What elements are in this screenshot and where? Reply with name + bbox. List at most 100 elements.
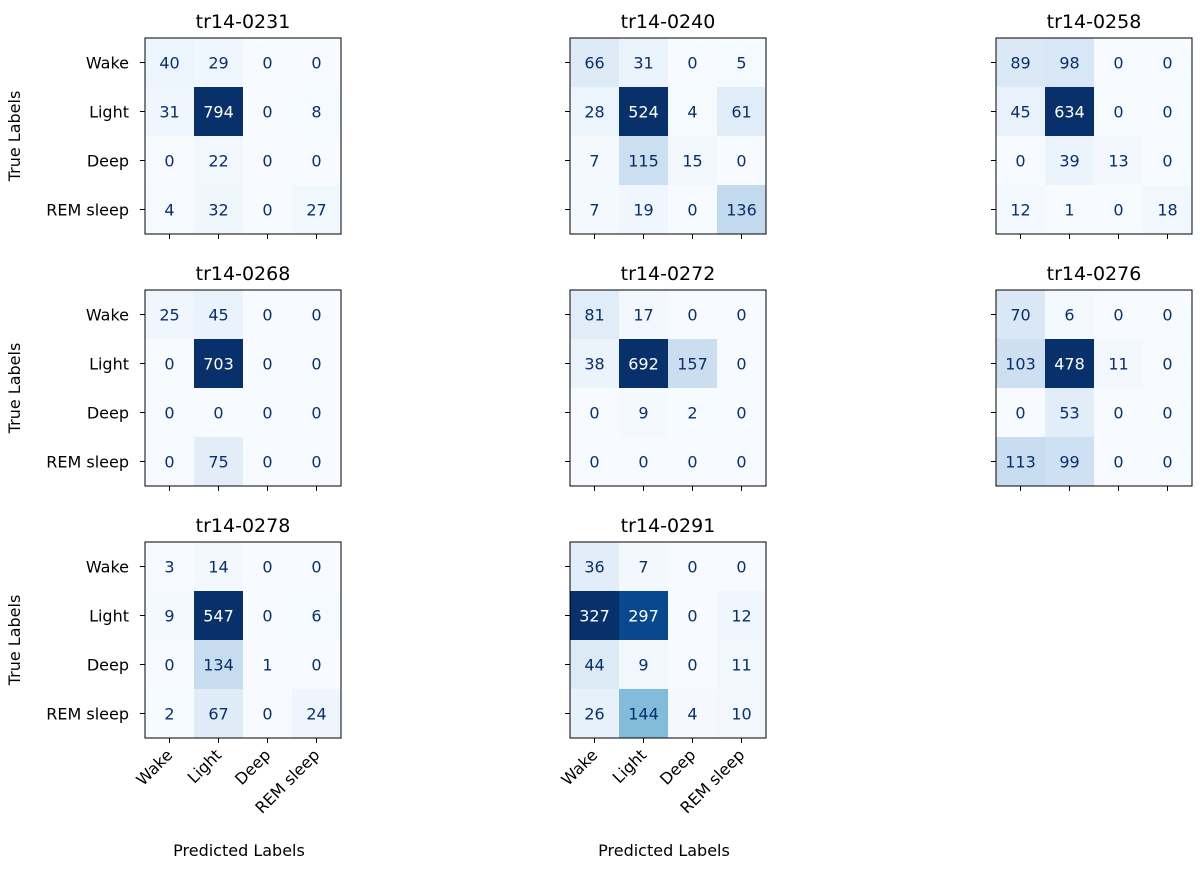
cell-value: 40	[159, 54, 179, 73]
cell-value: 4	[687, 705, 697, 724]
cell-value: 98	[1059, 54, 1079, 73]
heatmap-cell	[717, 185, 766, 234]
cell-value: 89	[1010, 54, 1030, 73]
cell-value: 53	[1059, 404, 1079, 423]
heatmap-cell	[194, 136, 243, 185]
cell-value: 0	[687, 558, 697, 577]
cell-value: 0	[262, 355, 272, 374]
heatmap-cell	[717, 136, 766, 185]
y-tick-label: Wake	[86, 306, 129, 325]
heatmap-cell	[717, 640, 766, 689]
heatmap-cell	[668, 689, 717, 738]
heatmap-cell	[996, 185, 1045, 234]
cell-value: 0	[262, 152, 272, 171]
cell-value: 547	[203, 607, 234, 626]
heatmap-cell	[292, 388, 341, 437]
matrix-frame	[144, 37, 342, 235]
heatmap-cell	[570, 339, 619, 388]
cell-value: 7	[589, 201, 599, 220]
cell-value: 70	[1010, 306, 1030, 325]
cell-value: 0	[262, 54, 272, 73]
heatmap-cell	[668, 339, 717, 388]
heatmap-cell	[194, 542, 243, 591]
cell-value: 32	[208, 201, 228, 220]
x-tick-label: Wake	[557, 745, 601, 789]
cell-value: 27	[306, 201, 326, 220]
heatmap-cell	[717, 591, 766, 640]
cell-value: 524	[628, 103, 659, 122]
cell-value: 0	[736, 558, 746, 577]
cell-value: 113	[1005, 453, 1036, 472]
cell-value: 0	[1113, 453, 1123, 472]
cell-value: 0	[1113, 404, 1123, 423]
cell-value: 3	[164, 558, 174, 577]
matrix-title: tr14-0276	[1047, 263, 1142, 285]
cell-value: 327	[579, 607, 610, 626]
x-axis-label: Predicted Labels	[598, 841, 730, 860]
heatmap-cell	[1143, 437, 1192, 486]
heatmap-cell	[1143, 185, 1192, 234]
cell-value: 0	[687, 306, 697, 325]
cell-value: 2	[687, 404, 697, 423]
cell-value: 67	[208, 705, 228, 724]
heatmap-cell	[243, 591, 292, 640]
y-tick-label: Light	[89, 355, 129, 374]
x-tick-label: Light	[609, 745, 651, 787]
cell-value: 115	[628, 152, 659, 171]
heatmap-cell	[292, 591, 341, 640]
cell-value: 0	[164, 404, 174, 423]
cell-value: 0	[1162, 103, 1172, 122]
heatmap-cell	[619, 640, 668, 689]
y-tick-label: REM sleep	[46, 705, 129, 724]
heatmap-cell	[292, 87, 341, 136]
cell-value: 25	[159, 306, 179, 325]
cell-value: 136	[726, 201, 757, 220]
heatmap-cell	[668, 640, 717, 689]
heatmap-cell	[243, 290, 292, 339]
cell-value: 703	[203, 355, 234, 374]
heatmap-cell	[1094, 136, 1143, 185]
y-tick-label: Deep	[87, 404, 129, 423]
cell-value: 0	[262, 705, 272, 724]
heatmap-cell	[570, 542, 619, 591]
cell-value: 0	[687, 201, 697, 220]
heatmap-cell	[570, 388, 619, 437]
heatmap-cell	[292, 339, 341, 388]
cell-value: 0	[262, 607, 272, 626]
cell-value: 0	[262, 306, 272, 325]
heatmap-cell	[292, 136, 341, 185]
cell-value: 6	[311, 607, 321, 626]
cell-value: 22	[208, 152, 228, 171]
cell-value: 9	[638, 404, 648, 423]
heatmap-cell	[194, 689, 243, 738]
cell-value: 634	[1054, 103, 1085, 122]
cell-value: 0	[687, 453, 697, 472]
cell-value: 0	[1113, 103, 1123, 122]
heatmap-cell	[194, 437, 243, 486]
heatmap-cell	[243, 339, 292, 388]
matrix-title: tr14-0231	[196, 11, 291, 33]
cell-value: 45	[1010, 103, 1030, 122]
heatmap-cell	[145, 591, 194, 640]
cell-value: 7	[638, 558, 648, 577]
cell-value: 12	[1010, 201, 1030, 220]
heatmap-cell	[292, 38, 341, 87]
heatmap-cell	[1045, 388, 1094, 437]
heatmap-cell	[194, 290, 243, 339]
heatmap-cell	[570, 185, 619, 234]
heatmap-cell	[1045, 339, 1094, 388]
cell-value: 11	[731, 656, 751, 675]
cell-value: 0	[164, 355, 174, 374]
heatmap-cell	[145, 87, 194, 136]
heatmap-cell	[292, 185, 341, 234]
heatmap-cell	[194, 339, 243, 388]
heatmap-cell	[619, 38, 668, 87]
heatmap-cell	[619, 185, 668, 234]
cell-value: 478	[1054, 355, 1085, 374]
heatmap-cell	[145, 542, 194, 591]
cell-value: 4	[164, 201, 174, 220]
heatmap-cell	[619, 339, 668, 388]
heatmap-cell	[717, 87, 766, 136]
cell-value: 99	[1059, 453, 1079, 472]
